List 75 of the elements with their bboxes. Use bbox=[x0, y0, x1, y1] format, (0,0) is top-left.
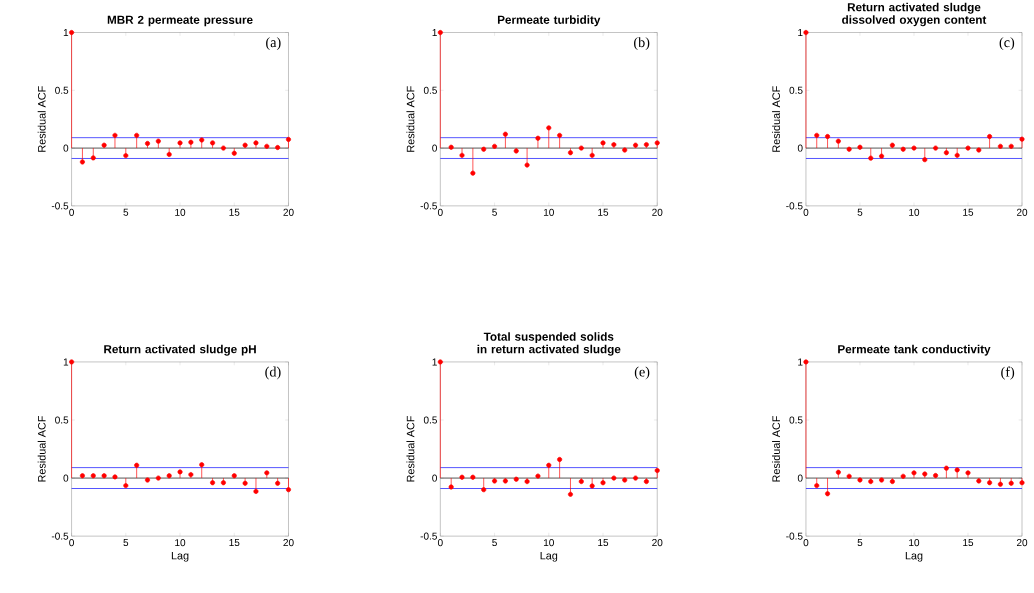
x-tick-label: 5 bbox=[492, 539, 497, 547]
x-tick-label: 15 bbox=[598, 208, 609, 216]
y-axis-title: Residual ACF bbox=[406, 86, 415, 152]
x-tick-label: 0 bbox=[803, 539, 809, 547]
x-tick-label: 0 bbox=[437, 539, 443, 547]
y-tick-label: 0 bbox=[797, 144, 803, 152]
x-tick-label: 15 bbox=[963, 208, 974, 216]
x-tick-label: 15 bbox=[598, 539, 609, 547]
y-tick-label: 0.5 bbox=[423, 86, 437, 94]
y-tick-label: -0.5 bbox=[786, 202, 803, 210]
y-tick-label: 1 bbox=[432, 358, 437, 366]
y-tick-label: -0.5 bbox=[420, 202, 437, 210]
annotation: (b) bbox=[634, 37, 650, 51]
x-axis-title: Lag bbox=[540, 551, 558, 562]
x-tick-label: 20 bbox=[652, 208, 663, 216]
x-tick-label: 15 bbox=[229, 208, 240, 216]
y-tick-label: -0.5 bbox=[51, 532, 69, 540]
x-axis-title: Lag bbox=[905, 551, 923, 562]
x-tick-label: 20 bbox=[1016, 539, 1028, 547]
x-tick-label: 20 bbox=[283, 539, 294, 547]
x-tick-label: 5 bbox=[123, 539, 129, 547]
y-tick-label: 0.5 bbox=[423, 416, 437, 424]
x-tick-label: 10 bbox=[175, 208, 186, 216]
y-axis-title: Residual ACF bbox=[37, 86, 46, 152]
x-tick-label: 10 bbox=[543, 208, 554, 216]
y-tick-label: 1 bbox=[63, 29, 69, 36]
y-tick-label: -0.5 bbox=[420, 532, 437, 540]
chart-title: Return activated sludge pH bbox=[104, 344, 256, 356]
y-tick-label: 0.5 bbox=[55, 86, 69, 94]
y-tick-label: 0 bbox=[63, 474, 69, 482]
x-tick-label: 5 bbox=[857, 539, 863, 547]
x-tick-label: 10 bbox=[909, 539, 920, 547]
x-tick-label: 15 bbox=[229, 539, 240, 547]
y-axis-title: Residual ACF bbox=[406, 416, 415, 482]
x-tick-label: 0 bbox=[437, 208, 443, 216]
annotation: (a) bbox=[266, 37, 281, 51]
x-tick-label: 20 bbox=[652, 539, 663, 547]
x-axis-title: Lag bbox=[171, 551, 189, 562]
y-tick-label: 0 bbox=[63, 144, 69, 152]
x-tick-label: 0 bbox=[69, 539, 74, 547]
chart-title: Permeate tank conductivity bbox=[838, 344, 991, 356]
x-tick-label: 0 bbox=[803, 208, 809, 216]
y-tick-label: 0 bbox=[797, 474, 803, 482]
y-tick-label: 1 bbox=[63, 358, 69, 366]
y-tick-label: 0 bbox=[432, 474, 437, 482]
x-tick-label: 5 bbox=[492, 208, 497, 216]
x-tick-label: 20 bbox=[1016, 208, 1028, 216]
x-tick-label: 0 bbox=[69, 208, 74, 216]
x-tick-label: 15 bbox=[963, 539, 974, 547]
y-tick-label: 0.5 bbox=[789, 416, 803, 424]
x-tick-label: 5 bbox=[857, 208, 863, 216]
annotation: (d) bbox=[265, 366, 281, 380]
x-tick-label: 10 bbox=[175, 539, 186, 547]
x-tick-label: 10 bbox=[909, 208, 920, 216]
chart-title: Return activated sludge dissolved oxygen content bbox=[842, 2, 987, 27]
annotation: (e) bbox=[634, 366, 650, 380]
y-tick-label: 0 bbox=[432, 144, 437, 152]
y-tick-label: -0.5 bbox=[51, 202, 69, 210]
y-axis-title: Residual ACF bbox=[772, 86, 781, 152]
x-tick-label: 20 bbox=[283, 208, 294, 216]
chart-title: Total suspended solids in return activated sludge bbox=[477, 332, 621, 356]
y-tick-label: -0.5 bbox=[786, 532, 803, 540]
x-tick-label: 5 bbox=[123, 208, 129, 216]
y-axis-title: Residual ACF bbox=[37, 416, 46, 482]
y-tick-label: 1 bbox=[432, 29, 437, 36]
chart-title: Permeate turbidity bbox=[497, 15, 601, 27]
y-tick-label: 0.5 bbox=[55, 416, 69, 424]
y-tick-label: 0.5 bbox=[789, 86, 803, 94]
x-tick-label: 10 bbox=[543, 539, 554, 547]
y-tick-label: 1 bbox=[798, 29, 803, 36]
y-axis-title: Residual ACF bbox=[772, 416, 781, 482]
y-tick-label: 1 bbox=[798, 358, 803, 366]
annotation: (c) bbox=[999, 37, 1015, 51]
chart-title: MBR 2 permeate pressure bbox=[107, 15, 253, 27]
annotation: (f) bbox=[1001, 366, 1015, 380]
